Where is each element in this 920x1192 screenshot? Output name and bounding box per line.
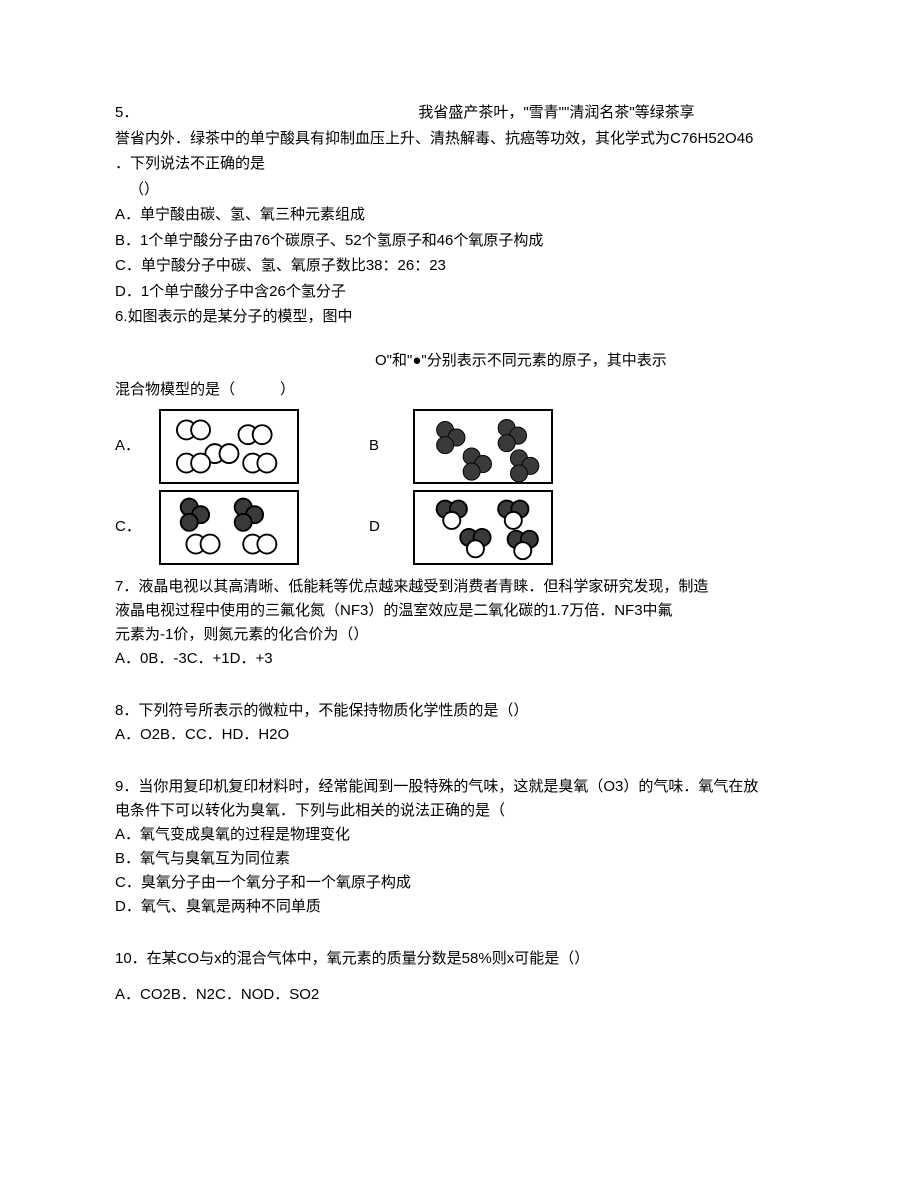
label-a: A． [115, 433, 159, 459]
q6-intro: O"和"●"分别表示不同元素的原子，其中表示 [115, 348, 805, 374]
q5-option-c: C．单宁酸分子中碳、氢、氧原子数比38：26：23 [115, 253, 805, 279]
q6-prompt: 混合物模型的是（ ） [115, 377, 805, 403]
q9-line1: 9．当你用复印机复印材料时，经常能闻到一股特殊的气味，这就是臭氧（O3）的气味．… [115, 775, 805, 799]
q6-line1: 6.如图表示的是某分子的模型，图中 [115, 304, 805, 330]
question-9: 9．当你用复印机复印材料时，经常能闻到一股特殊的气味，这就是臭氧（O3）的气味．… [115, 775, 805, 919]
q10-line1: 10．在某CO与x的混合气体中，氧元素的质量分数是58%则x可能是（） [115, 947, 805, 971]
question-5: 5． 我省盛产茶叶，"雪青""清润名茶"等绿茶享 誉省内外．绿茶中的单宁酸具有抑… [115, 100, 805, 330]
question-6: O"和"●"分别表示不同元素的原子，其中表示 混合物模型的是（ ） A． B [115, 348, 805, 565]
question-7: 7．液晶电视以其高清晰、低能耗等优点越来越受到消费者青睐．但科学家研究发现，制造… [115, 575, 805, 671]
diagram-d [413, 490, 553, 565]
q9-line2: 电条件下可以转化为臭氧．下列与此相关的说法正确的是（ [115, 799, 805, 823]
diagram-b [413, 409, 553, 484]
label-b: B [369, 433, 413, 459]
q8-line1: 8．下列符号所表示的微粒中，不能保持物质化学性质的是（） [115, 699, 805, 723]
q9-option-b: B．氧气与臭氧互为同位素 [115, 847, 805, 871]
q5-gap [138, 100, 418, 126]
question-10: 10．在某CO与x的混合气体中，氧元素的质量分数是58%则x可能是（） A．CO… [115, 947, 805, 1007]
q8-opts: A．O2B．CC．HD．H2O [115, 723, 805, 747]
q5-option-b: B．1个单宁酸分子由76个碳原子、52个氢原子和46个氧原子构成 [115, 228, 805, 254]
label-c: C． [115, 514, 159, 540]
q7-line2: 液晶电视过程中使用的三氟化氮（NF3）的温室效应是二氧化碳的1.7万倍．NF3中… [115, 599, 805, 623]
q7-opts: A．0B．-3C．+1D．+3 [115, 647, 805, 671]
q5-lead: 我省盛产茶叶，"雪青""清润名茶"等绿茶享 [418, 100, 694, 126]
q7-line1: 7．液晶电视以其高清晰、低能耗等优点越来越受到消费者青睐．但科学家研究发现，制造 [115, 575, 805, 599]
q5-number: 5． [115, 100, 138, 126]
diagram-row-cd: C． D [115, 490, 805, 565]
label-d: D [369, 514, 413, 540]
q7-line3: 元素为-1价，则氮元素的化合价为（） [115, 623, 805, 647]
q9-option-a: A．氧气变成臭氧的过程是物理变化 [115, 823, 805, 847]
question-8: 8．下列符号所表示的微粒中，不能保持物质化学性质的是（） A．O2B．CC．HD… [115, 699, 805, 747]
q5-option-a: A．单宁酸由碳、氢、氧三种元素组成 [115, 202, 805, 228]
diagram-a [159, 409, 299, 484]
q5-line2: 誉省内外．绿茶中的单宁酸具有抑制血压上升、清热解毒、抗癌等功效，其化学式为C76… [115, 126, 805, 152]
q9-option-c: C．臭氧分子由一个氧分子和一个氧原子构成 [115, 871, 805, 895]
diagram-c [159, 490, 299, 565]
q5-paren: （） [115, 177, 805, 203]
q5-option-d: D．1个单宁酸分子中含26个氢分子 [115, 279, 805, 305]
q9-option-d: D．氧气、臭氧是两种不同单质 [115, 895, 805, 919]
q5-line3: ．下列说法不正确的是 [115, 151, 805, 177]
diagram-row-ab: A． B [115, 409, 805, 484]
q10-opts: A．CO2B．N2C．NOD．SO2 [115, 983, 805, 1007]
